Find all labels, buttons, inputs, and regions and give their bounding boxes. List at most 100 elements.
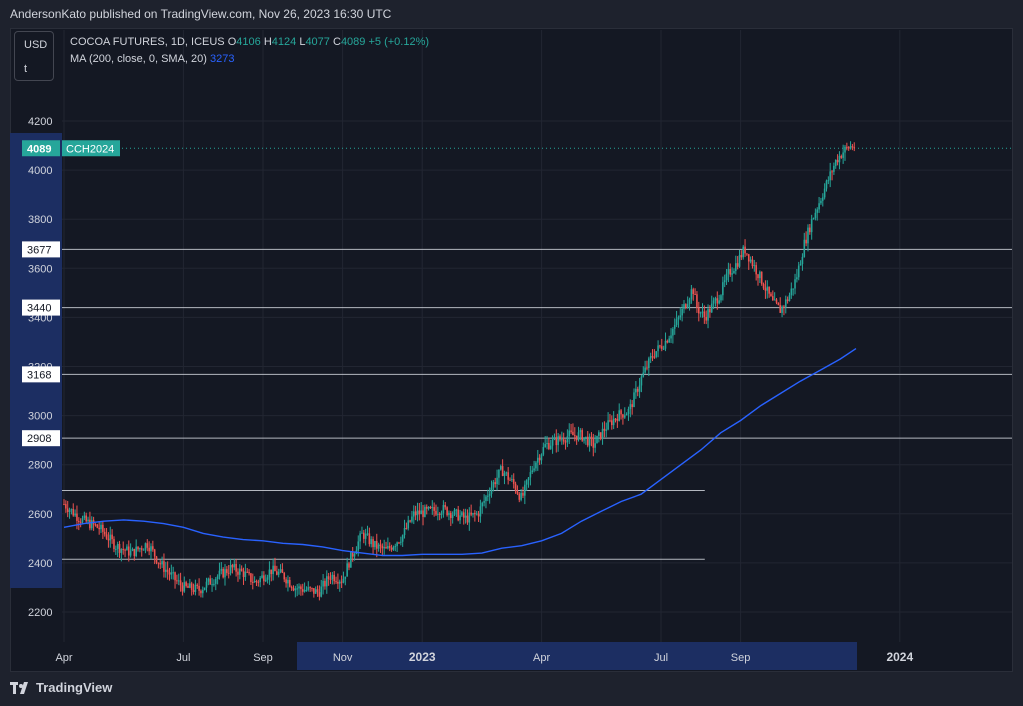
currency-unit-button[interactable]: USD t [14, 31, 54, 81]
candle-body [448, 512, 450, 516]
candle-body [361, 532, 363, 534]
candle-body [418, 510, 421, 515]
candle-body [849, 146, 852, 149]
candle-body [364, 533, 367, 539]
low-value: 4077 [305, 36, 330, 48]
candle-body [664, 340, 667, 349]
level-price-label: 3168 [27, 369, 51, 381]
candle-body [735, 263, 737, 271]
candle-body [455, 509, 458, 511]
candle-body [449, 512, 452, 518]
candle-body [520, 492, 522, 500]
candle-body [416, 510, 419, 516]
candle-body [222, 568, 224, 578]
low-key: L [299, 36, 306, 48]
candle-body [344, 576, 347, 579]
candle-body [72, 509, 75, 516]
candle-body [646, 367, 648, 369]
candle-body [139, 548, 141, 550]
candle-body [736, 263, 739, 267]
candle-body [821, 197, 824, 201]
candle-body [231, 564, 234, 568]
candle-body [98, 527, 100, 530]
candle-body [492, 482, 495, 488]
candle-body [183, 582, 186, 592]
tradingview-brand[interactable]: TradingView [10, 680, 112, 695]
candle-body [648, 358, 650, 368]
candle-body [85, 515, 88, 522]
symbol-tag-label: CCH2024 [66, 143, 114, 155]
candle-body [298, 586, 300, 589]
candle-body [825, 180, 828, 189]
candle-body [686, 304, 689, 308]
candle-body [429, 506, 432, 508]
candle-body [496, 477, 498, 485]
candle-body [675, 319, 678, 325]
candle-body [710, 303, 713, 313]
candle-body [422, 510, 424, 517]
candle-body [766, 286, 769, 291]
candle-body [435, 510, 437, 515]
candle-body [697, 307, 700, 314]
candle-body [142, 549, 145, 551]
chart-frame[interactable] [10, 28, 1013, 672]
candle-body [847, 147, 850, 149]
candle-body [775, 299, 778, 303]
candle-body [109, 534, 112, 541]
candle-body [116, 543, 119, 549]
candle-body [250, 573, 252, 582]
candle-body [660, 346, 663, 349]
candle-body [320, 586, 323, 597]
candle-body [490, 487, 493, 495]
candle-body [279, 569, 282, 572]
candle-body [568, 430, 571, 437]
candle-body [583, 437, 585, 441]
candle-body [622, 414, 624, 418]
candle-body [564, 441, 567, 443]
candle-body [836, 159, 839, 163]
candle-body [536, 457, 539, 463]
candle-body [573, 435, 576, 437]
candle-body [394, 546, 397, 548]
candle-body [368, 533, 371, 545]
price-tick-label: 3800 [28, 214, 52, 226]
candle-body [511, 479, 513, 481]
candle-body [333, 574, 336, 582]
candle-body [731, 273, 733, 275]
candle-body [403, 528, 406, 536]
legend-ma-row[interactable]: MA (200, close, 0, SMA, 20) 3273 [70, 52, 429, 69]
level-price-tag [22, 366, 60, 383]
candle-body [670, 335, 672, 339]
candle-body [792, 288, 794, 290]
candle-body [209, 578, 212, 585]
candle-body [638, 385, 641, 392]
high-key: H [263, 36, 272, 48]
time-tick-label: 2024 [886, 650, 913, 664]
time-tick-label: Jul [176, 652, 190, 664]
close-key: C [332, 36, 341, 48]
candle-body [218, 570, 221, 577]
candle-body [107, 538, 110, 541]
candle-body [531, 470, 534, 473]
candle-body [672, 328, 674, 336]
candle-body [561, 439, 563, 441]
candle-body [105, 534, 108, 539]
candle-body [657, 345, 659, 352]
candle-body [200, 590, 202, 594]
candle-body [259, 577, 261, 583]
candle-body [194, 584, 197, 592]
candle-body [155, 556, 158, 563]
price-tick-label: 2600 [28, 509, 52, 521]
candle-body [525, 480, 528, 485]
candle-body [712, 300, 715, 304]
candle-body [385, 546, 387, 549]
candle-body [331, 574, 334, 580]
candle-body [788, 295, 791, 302]
legend-symbol-row[interactable]: COCOA FUTURES, 1D, ICEUS O4106 H4124 L40… [70, 35, 429, 52]
candle-body [809, 227, 811, 233]
candle-body [251, 581, 254, 583]
last-price-tag [22, 140, 60, 157]
candle-body [292, 588, 295, 591]
candle-body [842, 152, 844, 158]
